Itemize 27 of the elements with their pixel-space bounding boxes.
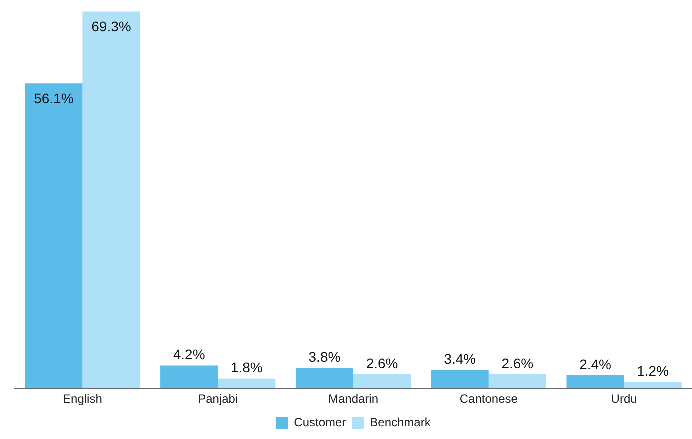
bar — [354, 374, 412, 389]
bar — [25, 84, 83, 389]
x-tick-label: English — [63, 392, 102, 406]
data-label: 3.8% — [308, 348, 341, 365]
bar — [218, 378, 276, 389]
legend-label: Customer — [294, 415, 346, 430]
x-tick-label: Panjabi — [198, 392, 238, 406]
bar — [431, 370, 489, 389]
data-label: 2.4% — [580, 356, 612, 372]
x-tick-label: Urdu — [611, 392, 638, 406]
bar — [82, 12, 140, 389]
bar — [160, 366, 218, 389]
data-label: 56.1% — [34, 90, 74, 106]
data-label: 3.4% — [444, 350, 476, 367]
data-label: 2.6% — [366, 355, 398, 372]
x-tick-label: Mandarin — [328, 392, 379, 406]
bar — [488, 374, 546, 389]
bar — [624, 382, 682, 389]
data-label: 2.6% — [502, 355, 534, 372]
data-label: 1.8% — [230, 360, 263, 376]
bar — [296, 368, 354, 389]
legend-label: Benchmark — [370, 415, 432, 430]
bar — [566, 376, 624, 389]
x-tick-label: Cantonese — [460, 392, 518, 406]
data-label: 69.3% — [92, 18, 132, 35]
data-label: 1.2% — [637, 362, 670, 379]
data-label: 4.2% — [173, 346, 206, 363]
